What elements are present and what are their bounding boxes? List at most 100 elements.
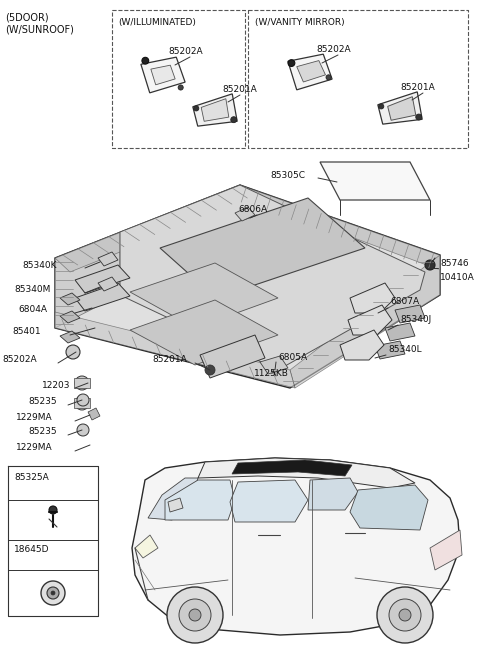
Polygon shape <box>148 478 198 520</box>
Polygon shape <box>378 92 422 124</box>
Polygon shape <box>288 54 332 90</box>
Text: 1229MA: 1229MA <box>16 413 53 422</box>
Polygon shape <box>120 185 425 370</box>
Polygon shape <box>290 255 440 388</box>
Polygon shape <box>141 57 185 93</box>
Polygon shape <box>340 330 384 360</box>
Circle shape <box>205 365 215 375</box>
Polygon shape <box>385 323 415 341</box>
Circle shape <box>66 345 80 359</box>
Polygon shape <box>160 198 365 298</box>
Text: 85201A: 85201A <box>222 85 257 94</box>
Polygon shape <box>98 252 118 266</box>
Polygon shape <box>375 341 405 359</box>
Text: 1229MA: 1229MA <box>16 443 53 453</box>
Circle shape <box>399 609 411 621</box>
Circle shape <box>425 260 435 270</box>
Polygon shape <box>132 458 460 635</box>
Circle shape <box>267 363 277 373</box>
Polygon shape <box>308 478 358 510</box>
Polygon shape <box>98 277 118 291</box>
Circle shape <box>167 587 223 643</box>
Circle shape <box>379 104 384 109</box>
Polygon shape <box>55 232 120 328</box>
Polygon shape <box>260 356 288 374</box>
Circle shape <box>77 424 89 436</box>
Circle shape <box>389 599 421 631</box>
Text: 85340K: 85340K <box>22 260 57 270</box>
Polygon shape <box>165 480 235 520</box>
Circle shape <box>51 591 55 595</box>
Polygon shape <box>430 530 462 570</box>
Text: 85202A: 85202A <box>316 45 350 54</box>
Polygon shape <box>151 65 175 85</box>
Text: 1125KB: 1125KB <box>254 369 289 377</box>
Circle shape <box>142 57 149 64</box>
Text: 85202A: 85202A <box>2 356 36 365</box>
Polygon shape <box>130 300 278 365</box>
Text: 85235: 85235 <box>28 398 57 407</box>
Circle shape <box>75 376 89 390</box>
Text: 6807A: 6807A <box>390 298 419 306</box>
Text: 6804A: 6804A <box>18 306 47 314</box>
Text: 85746: 85746 <box>440 258 468 268</box>
Polygon shape <box>388 96 416 120</box>
Text: 85235: 85235 <box>28 428 57 436</box>
Text: 10410A: 10410A <box>440 272 475 281</box>
Polygon shape <box>232 460 352 476</box>
Circle shape <box>178 85 183 90</box>
Polygon shape <box>74 378 90 388</box>
Circle shape <box>41 581 65 605</box>
Polygon shape <box>55 185 255 272</box>
Polygon shape <box>60 331 80 343</box>
Circle shape <box>288 60 295 66</box>
Polygon shape <box>168 498 183 512</box>
Polygon shape <box>350 485 428 530</box>
Polygon shape <box>297 60 325 82</box>
Circle shape <box>179 599 211 631</box>
Circle shape <box>231 117 237 123</box>
Text: 85202A: 85202A <box>168 47 203 56</box>
Polygon shape <box>395 305 425 323</box>
Text: 85340M: 85340M <box>14 285 50 295</box>
Polygon shape <box>348 305 392 335</box>
Text: (W/SUNROOF): (W/SUNROOF) <box>5 25 74 35</box>
Circle shape <box>75 396 89 410</box>
Polygon shape <box>135 535 158 558</box>
Text: 85401: 85401 <box>12 327 41 337</box>
Polygon shape <box>60 293 80 305</box>
Circle shape <box>77 394 89 406</box>
Text: (5DOOR): (5DOOR) <box>5 13 48 23</box>
Circle shape <box>189 609 201 621</box>
Text: (W/VANITY MIRROR): (W/VANITY MIRROR) <box>255 18 345 26</box>
Polygon shape <box>230 480 308 522</box>
Polygon shape <box>88 408 100 420</box>
Polygon shape <box>201 98 229 121</box>
Text: 85340J: 85340J <box>400 316 431 325</box>
Polygon shape <box>198 458 415 488</box>
Polygon shape <box>75 265 130 293</box>
Text: 85325A: 85325A <box>14 474 49 483</box>
Polygon shape <box>200 335 265 378</box>
Text: 85201A: 85201A <box>152 356 187 365</box>
Polygon shape <box>235 207 255 221</box>
Polygon shape <box>60 311 80 323</box>
Circle shape <box>377 587 433 643</box>
Polygon shape <box>75 283 130 311</box>
Text: 6805A: 6805A <box>278 354 307 363</box>
Circle shape <box>416 114 422 120</box>
Text: 85340L: 85340L <box>388 346 421 354</box>
Polygon shape <box>55 185 440 388</box>
Polygon shape <box>240 185 440 270</box>
Text: 18645D: 18645D <box>14 546 49 554</box>
Polygon shape <box>55 312 295 388</box>
Circle shape <box>49 506 57 514</box>
Text: (W/ILLUMINATED): (W/ILLUMINATED) <box>118 18 196 26</box>
Polygon shape <box>130 263 278 328</box>
Text: 12203: 12203 <box>42 380 71 390</box>
Polygon shape <box>193 94 237 126</box>
Text: 6806A: 6806A <box>238 205 267 215</box>
Text: 85201A: 85201A <box>400 83 435 92</box>
Polygon shape <box>74 398 90 408</box>
Polygon shape <box>320 162 430 200</box>
